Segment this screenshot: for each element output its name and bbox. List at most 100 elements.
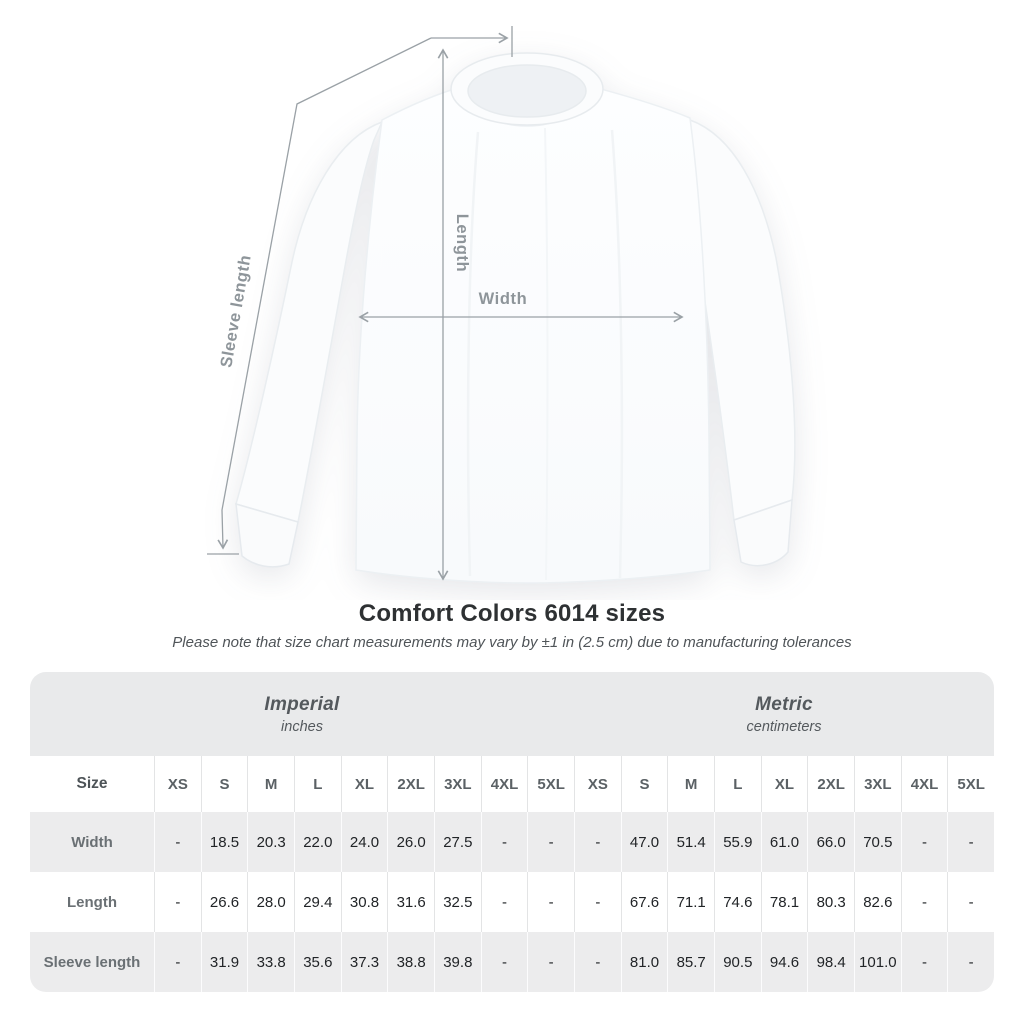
value-cell: 29.4 bbox=[294, 872, 341, 932]
value-cell: 90.5 bbox=[714, 932, 761, 992]
value-cell: - bbox=[154, 932, 201, 992]
size-header-metric-L: L bbox=[714, 756, 761, 812]
size-header-metric-3XL: 3XL bbox=[854, 756, 901, 812]
row-label: Sleeve length bbox=[43, 953, 141, 971]
length-label: Length bbox=[453, 214, 471, 273]
metric-unit-group: Metric centimeters bbox=[574, 672, 994, 756]
value-cell: - bbox=[480, 872, 528, 932]
value-cell: 39.8 bbox=[434, 932, 481, 992]
width-label: Width bbox=[479, 290, 528, 308]
value-cell: 74.6 bbox=[714, 872, 761, 932]
value-cell: - bbox=[900, 872, 948, 932]
table-header-row: Size XS S M L XL 2XL 3XL 4XL 5XL XS S M L XL 2XL 3XL 4XL 5… bbox=[30, 756, 994, 812]
sleeve-length-label: Sleeve length bbox=[217, 253, 255, 369]
table-body: Width -18.5 20.3 22.0 24.0 26.0 27.5- - -47.0 51.… bbox=[30, 812, 994, 992]
shirt-image bbox=[235, 52, 796, 584]
size-header-imperial-M: M bbox=[247, 756, 294, 812]
sleeve-length-measure-line bbox=[217, 37, 432, 550]
value-cell: 27.5 bbox=[434, 812, 481, 872]
page-title: Comfort Colors 6014 sizes bbox=[358, 600, 666, 627]
value-cell: - bbox=[574, 812, 621, 872]
value-cell: 101.0 bbox=[854, 932, 901, 992]
value-cell: - bbox=[947, 872, 994, 932]
value-cell: 31.9 bbox=[200, 932, 248, 992]
value-cell: 20.3 bbox=[247, 812, 294, 872]
imperial-heading: Imperial bbox=[264, 693, 340, 715]
size-header-imperial-L: L bbox=[294, 756, 341, 812]
value-cell: - bbox=[527, 812, 574, 872]
value-cell: - bbox=[154, 872, 201, 932]
value-cell: - bbox=[574, 932, 621, 992]
shirt-body bbox=[355, 85, 711, 584]
shirt-fold bbox=[466, 131, 480, 577]
shirt-fold bbox=[544, 127, 549, 581]
size-header-imperial-5XL: 5XL bbox=[527, 756, 574, 812]
value-cell: - bbox=[527, 872, 574, 932]
size-header-metric-M: M bbox=[667, 756, 714, 812]
shirt-neck-opening bbox=[468, 65, 586, 117]
size-header-metric-2XL: 2XL bbox=[807, 756, 854, 812]
unit-band: Imperial inches Metric centimeters bbox=[30, 672, 994, 756]
value-cell: 81.0 bbox=[620, 932, 668, 992]
value-cell: 71.1 bbox=[667, 872, 714, 932]
value-cell: 47.0 bbox=[620, 812, 668, 872]
shirt-fold bbox=[610, 129, 624, 579]
value-cell: 26.0 bbox=[387, 812, 434, 872]
size-header-metric-XL: XL bbox=[760, 756, 808, 812]
value-cell: 70.5 bbox=[854, 812, 901, 872]
value-cell: 28.0 bbox=[247, 872, 294, 932]
value-cell: 24.0 bbox=[340, 812, 388, 872]
size-header-imperial-2XL: 2XL bbox=[387, 756, 434, 812]
row-label: Length bbox=[67, 893, 117, 911]
metric-subheading: centimeters bbox=[746, 718, 822, 735]
shirt-left-cuff bbox=[235, 502, 299, 568]
value-cell: 38.8 bbox=[387, 932, 434, 992]
size-header-metric-S: S bbox=[620, 756, 668, 812]
value-cell: 94.6 bbox=[760, 932, 808, 992]
imperial-unit-group: Imperial inches bbox=[30, 672, 574, 756]
value-cell: 30.8 bbox=[340, 872, 388, 932]
table-row: Sleeve length -31.9 33.8 35.6 37.3 38.8 39.8- -… bbox=[30, 932, 994, 992]
value-cell: 18.5 bbox=[200, 812, 248, 872]
tolerance-note: Please note that size chart measurements… bbox=[172, 634, 852, 651]
value-cell: 31.6 bbox=[387, 872, 434, 932]
size-header-imperial-XS: XS bbox=[154, 756, 201, 812]
table-row: Width -18.5 20.3 22.0 24.0 26.0 27.5- - -47.0 51.… bbox=[30, 812, 994, 872]
value-cell: - bbox=[947, 812, 994, 872]
size-header-imperial-XL: XL bbox=[340, 756, 388, 812]
size-header-metric-4XL: 4XL bbox=[900, 756, 948, 812]
value-cell: - bbox=[900, 932, 948, 992]
shirt-collar bbox=[450, 52, 604, 126]
value-cell: - bbox=[900, 812, 948, 872]
row-label: Width bbox=[71, 833, 113, 851]
value-cell: 33.8 bbox=[247, 932, 294, 992]
value-cell: 32.5 bbox=[434, 872, 481, 932]
size-corner-label: Size bbox=[76, 775, 108, 792]
size-header-imperial-3XL: 3XL bbox=[434, 756, 481, 812]
value-cell: 85.7 bbox=[667, 932, 714, 992]
value-cell: 26.6 bbox=[200, 872, 248, 932]
shirt-diagram: Sleeve length Length Width bbox=[207, 26, 796, 584]
value-cell: 22.0 bbox=[294, 812, 341, 872]
size-table: Imperial inches Metric centimeters Size X… bbox=[30, 672, 994, 992]
value-cell: 82.6 bbox=[854, 872, 901, 932]
value-cell: 66.0 bbox=[807, 812, 854, 872]
value-cell: - bbox=[480, 932, 528, 992]
value-cell: 98.4 bbox=[807, 932, 854, 992]
value-cell: - bbox=[574, 872, 621, 932]
value-cell: 55.9 bbox=[714, 812, 761, 872]
size-header-metric-5XL: 5XL bbox=[947, 756, 994, 812]
value-cell: 78.1 bbox=[760, 872, 808, 932]
size-header-imperial-S: S bbox=[200, 756, 248, 812]
size-header-imperial-4XL: 4XL bbox=[480, 756, 528, 812]
table-row: Length -26.6 28.0 29.4 30.8 31.6 32.5- - -67.6 71… bbox=[30, 872, 994, 932]
value-cell: - bbox=[154, 812, 201, 872]
value-cell: - bbox=[527, 932, 574, 992]
size-header-metric-XS: XS bbox=[574, 756, 621, 812]
value-cell: 51.4 bbox=[667, 812, 714, 872]
value-cell: 35.6 bbox=[294, 932, 341, 992]
value-cell: - bbox=[947, 932, 994, 992]
value-cell: - bbox=[480, 812, 528, 872]
metric-heading: Metric bbox=[755, 693, 813, 715]
